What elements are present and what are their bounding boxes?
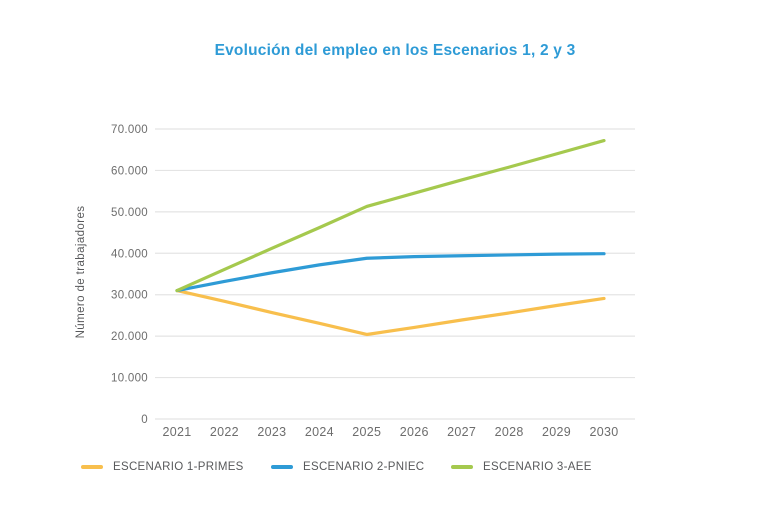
y-tick-label: 50.000 bbox=[111, 207, 148, 219]
x-tick-label: 2025 bbox=[352, 425, 381, 439]
y-tick-label: 20.000 bbox=[111, 331, 148, 343]
y-tick-label: 60.000 bbox=[111, 165, 148, 177]
series-line-2 bbox=[175, 252, 606, 293]
x-tick-label: 2028 bbox=[495, 425, 524, 439]
y-tick-label: 70.000 bbox=[111, 124, 148, 136]
x-tick-label: 2030 bbox=[589, 425, 618, 439]
chart-title: Evolución del empleo en los Escenarios 1… bbox=[214, 42, 576, 59]
series-line-1 bbox=[175, 288, 606, 337]
x-tick-label: 2023 bbox=[257, 425, 286, 439]
x-tick-label: 2022 bbox=[210, 425, 239, 439]
y-tick-label: 10.000 bbox=[111, 373, 148, 385]
y-tick-label: 0 bbox=[141, 414, 148, 426]
series-line-3 bbox=[175, 139, 606, 293]
x-tick-label: 2029 bbox=[542, 425, 571, 439]
x-tick-label: 2024 bbox=[305, 425, 334, 439]
x-tick-label: 2026 bbox=[400, 425, 429, 439]
x-tick-label: 2021 bbox=[162, 425, 191, 439]
x-tick-label: 2027 bbox=[447, 425, 476, 439]
y-tick-label: 30.000 bbox=[111, 290, 148, 302]
y-tick-label: 40.000 bbox=[111, 248, 148, 260]
